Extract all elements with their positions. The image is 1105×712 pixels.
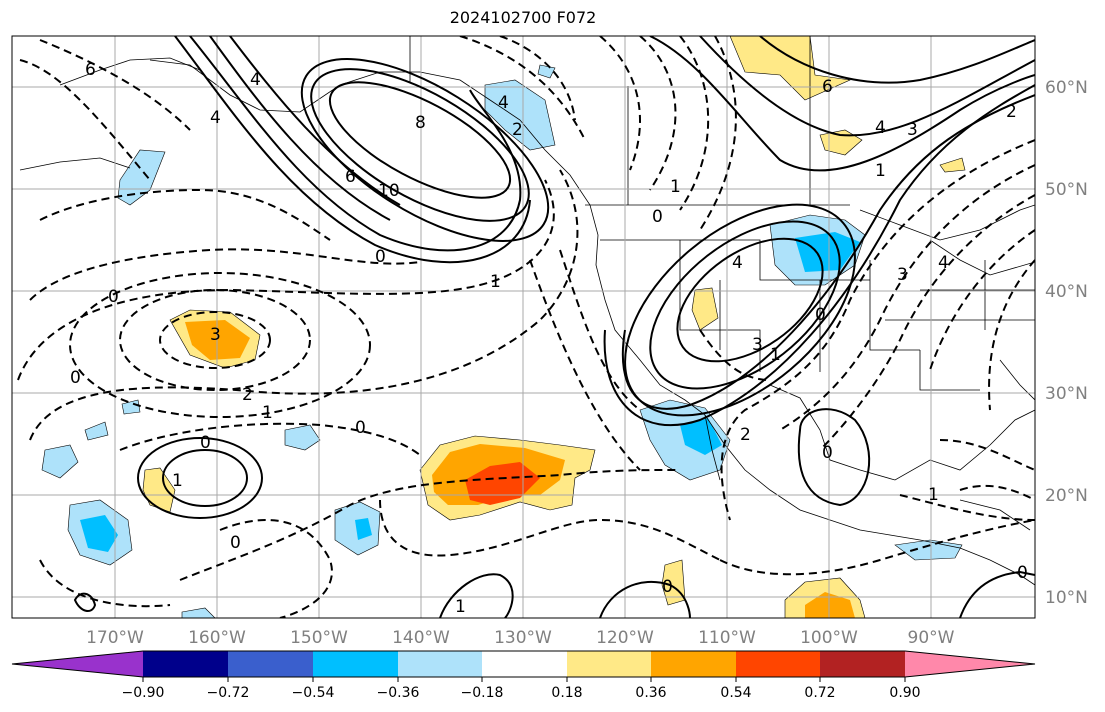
latitude-axis: 60°N 50°N 40°N 30°N 20°N 10°N	[1045, 78, 1088, 608]
map-area: 6 4 8 10 6 4 2 0 1 0 3 2 1 0 0 0 1 1 0 4…	[12, 36, 1035, 618]
contour-label: 0	[200, 433, 211, 453]
contour-label: 10	[378, 181, 400, 201]
contour-label: 0	[375, 247, 386, 267]
contour-label: 4	[210, 108, 221, 128]
negative-contours	[17, 36, 1035, 618]
map-title: 2024102700 F072	[449, 8, 597, 27]
contour-label: 0	[652, 207, 663, 227]
colorbar-segment	[567, 651, 651, 677]
colorbar-segment	[482, 651, 567, 677]
colorbar-segment	[651, 651, 736, 677]
colorbar-segment	[143, 651, 228, 677]
colorbar-segment	[398, 651, 482, 677]
colorbar-segment	[905, 651, 1035, 677]
contour-labels: 6 4 8 10 6 4 2 0 1 0 3 2 1 0 0 0 1 1 0 4…	[70, 60, 1028, 617]
latitude-label: 30°N	[1045, 384, 1088, 404]
contour-label: 4	[938, 253, 949, 273]
contour-label: 1	[490, 272, 501, 292]
contour-label: 3	[897, 265, 908, 285]
longitude-label: 150°W	[290, 628, 348, 648]
colorbar-segment	[313, 651, 398, 677]
contour-label: 0	[815, 305, 826, 325]
colorbar-tick-label: −0.18	[461, 685, 504, 701]
contour-label: 1	[670, 177, 681, 197]
contour-label: 2	[1006, 102, 1017, 122]
colorbar-segment	[820, 651, 905, 677]
latitude-label: 60°N	[1045, 78, 1088, 98]
latitude-label: 40°N	[1045, 282, 1088, 302]
contour-label: 2	[512, 120, 523, 140]
contour-label: 2	[242, 385, 253, 405]
longitude-label: 170°W	[86, 628, 144, 648]
colorbar-segment	[736, 651, 820, 677]
contour-label: 6	[85, 60, 96, 80]
contour-label: 4	[498, 93, 509, 113]
colorbar: −0.90 −0.72 −0.54 −0.36 −0.18 0.18 0.36 …	[11, 650, 1036, 701]
contour-label: 0	[108, 287, 119, 307]
contour-label: 1	[770, 345, 781, 365]
contour-label: 3	[210, 325, 221, 345]
contour-label: 1	[172, 471, 183, 491]
contour-label: 0	[662, 577, 673, 597]
colorbar-tick-label: −0.54	[292, 685, 335, 701]
colorbar-tick-label: 0.90	[889, 685, 920, 701]
colorbar-tick-label: 0.18	[551, 685, 582, 701]
contour-label: 0	[230, 533, 241, 553]
contour-label: 1	[928, 485, 939, 505]
colorbar-tick-label: 0.36	[635, 685, 666, 701]
longitude-label: 130°W	[494, 628, 552, 648]
contour-label: 0	[70, 368, 81, 388]
contour-label: 0	[1017, 563, 1028, 583]
contour-label: 8	[415, 113, 426, 133]
contour-label: 6	[822, 77, 833, 97]
contour-label: 4	[875, 118, 886, 138]
map-frame	[11, 35, 1036, 619]
colorbar-tick-label: 0.72	[804, 685, 835, 701]
contour-label: 1	[455, 597, 466, 617]
longitude-axis: 170°W 160°W 150°W 140°W 130°W 120°W 110°…	[86, 628, 955, 648]
longitude-label: 100°W	[800, 628, 858, 648]
colorbar-segment	[12, 651, 143, 677]
contour-label: 1	[875, 161, 886, 181]
contour-label: 1	[262, 403, 273, 423]
longitude-label: 120°W	[596, 628, 654, 648]
contour-label: 2	[740, 425, 751, 445]
colorbar-tick-label: 0.54	[720, 685, 751, 701]
contour-label: 3	[907, 120, 918, 140]
longitude-label: 160°W	[188, 628, 246, 648]
longitude-label: 110°W	[698, 628, 756, 648]
contour-label: 0	[822, 443, 833, 463]
colorbar-segment	[228, 651, 313, 677]
colorbar-tick-label: −0.36	[377, 685, 420, 701]
positive-contours	[73, 36, 1035, 618]
latitude-label: 20°N	[1045, 486, 1088, 506]
longitude-label: 90°W	[908, 628, 955, 648]
latitude-label: 50°N	[1045, 180, 1088, 200]
colorbar-tick-label: −0.90	[122, 685, 165, 701]
contour-label: 0	[355, 418, 366, 438]
colorbar-tick-label: −0.72	[207, 685, 250, 701]
contour-label: 4	[732, 253, 743, 273]
longitude-label: 140°W	[392, 628, 450, 648]
shaded-regions	[41, 36, 966, 618]
contour-label: 3	[752, 335, 763, 355]
contour-label: 4	[250, 70, 261, 90]
contour-label: 6	[345, 167, 356, 187]
latitude-label: 10°N	[1045, 588, 1088, 608]
